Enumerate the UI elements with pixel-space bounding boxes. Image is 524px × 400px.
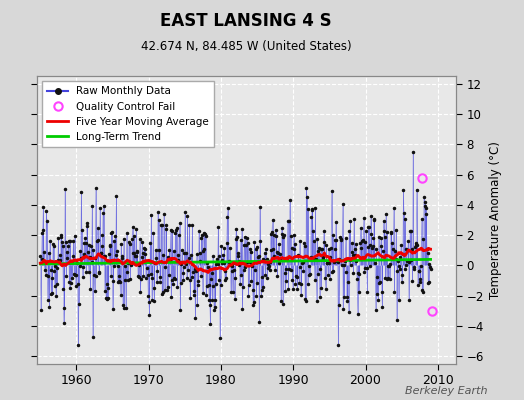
Text: Berkeley Earth: Berkeley Earth bbox=[405, 386, 487, 396]
Text: 42.674 N, 84.485 W (United States): 42.674 N, 84.485 W (United States) bbox=[141, 40, 352, 53]
Legend: Raw Monthly Data, Quality Control Fail, Five Year Moving Average, Long-Term Tren: Raw Monthly Data, Quality Control Fail, … bbox=[42, 81, 214, 147]
Text: EAST LANSING 4 S: EAST LANSING 4 S bbox=[160, 12, 332, 30]
Y-axis label: Temperature Anomaly (°C): Temperature Anomaly (°C) bbox=[489, 141, 502, 299]
